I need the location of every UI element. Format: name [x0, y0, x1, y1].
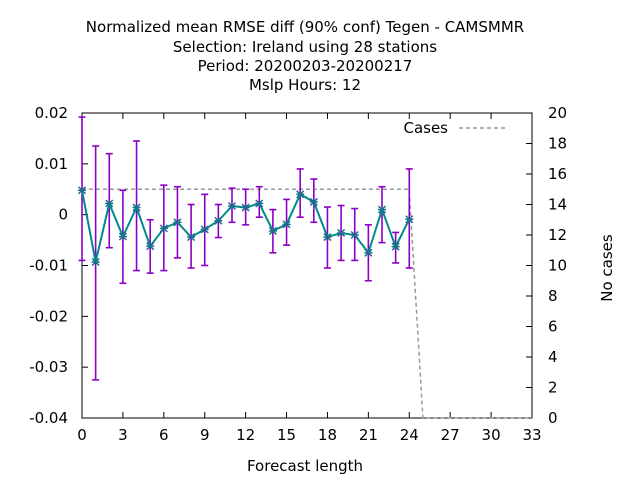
- y2-tick-label: 2: [548, 379, 558, 397]
- legend: Cases: [403, 119, 506, 137]
- data-point: [118, 232, 127, 241]
- data-point: [187, 233, 196, 242]
- chart-title: Normalized mean RMSE diff (90% conf) Teg…: [86, 18, 524, 94]
- data-point: [282, 220, 291, 229]
- data-point: [391, 242, 400, 251]
- data-point: [255, 199, 264, 208]
- data-point: [337, 228, 346, 237]
- y-tick-label: -0.01: [29, 257, 68, 275]
- title-line-3: Period: 20200203-20200217: [198, 57, 413, 75]
- x-tick-label: 3: [118, 426, 128, 444]
- y-tick-label: 0.01: [35, 155, 68, 173]
- title-line-4: Mslp Hours: 12: [249, 76, 361, 94]
- y-tick-label: 0: [58, 206, 68, 224]
- data-point: [173, 218, 182, 227]
- y-tick-label: -0.03: [29, 358, 68, 376]
- error-bar: [255, 185, 263, 219]
- data-point: [91, 257, 100, 266]
- data-point: [214, 216, 223, 225]
- x-tick-label: 6: [159, 426, 169, 444]
- x-tick-label: 30: [482, 426, 501, 444]
- y-tick-label: 0.02: [35, 104, 68, 122]
- data-point: [309, 197, 318, 206]
- data-point: [350, 230, 359, 240]
- data-point: [159, 224, 168, 233]
- title-line-2: Selection: Ireland using 28 stations: [173, 38, 437, 56]
- y2-tick-label: 6: [548, 318, 558, 336]
- axis-ticks: 0 3 6 9 12 15 18 21 24 27 30 330.020.010-0.01-0.02-…: [29, 104, 567, 444]
- data-point: [241, 203, 250, 212]
- data-point: [268, 226, 277, 235]
- y-tick-label: -0.04: [29, 409, 68, 427]
- y2-tick-label: 16: [548, 165, 567, 183]
- y2-tick-label: 4: [548, 348, 558, 366]
- error-bar: [78, 116, 86, 262]
- x-tick-label: 33: [522, 426, 541, 444]
- error-bar: [105, 152, 113, 249]
- data-point: [146, 242, 155, 251]
- data-point: [377, 205, 387, 214]
- y2-tick-label: 14: [548, 196, 567, 214]
- x-tick-label: 0: [77, 426, 87, 444]
- data-point: [227, 201, 237, 211]
- error-bar: [378, 185, 386, 244]
- data-point: [405, 215, 414, 224]
- y2-tick-label: 20: [548, 104, 567, 122]
- y2-tick-label: 0: [548, 409, 558, 427]
- x-tick-label: 21: [359, 426, 378, 444]
- x-tick-label: 12: [236, 426, 255, 444]
- x-tick-label: 18: [318, 426, 337, 444]
- data-point: [200, 225, 209, 234]
- error-bars: [78, 116, 413, 381]
- y2-tick-label: 10: [548, 257, 567, 275]
- data-point: [105, 199, 114, 208]
- error-bar: [296, 168, 304, 219]
- y2-tick-label: 12: [548, 226, 567, 244]
- data-point: [296, 190, 305, 199]
- y2-axis-label: No cases: [598, 234, 616, 302]
- data-point: [132, 203, 141, 212]
- x-axis-label: Forecast length: [247, 457, 363, 475]
- title-line-1: Normalized mean RMSE diff (90% conf) Teg…: [86, 18, 524, 36]
- y2-tick-label: 8: [548, 287, 558, 305]
- y-tick-label: -0.02: [29, 307, 68, 325]
- error-bar: [310, 178, 318, 224]
- data-point: [323, 233, 332, 242]
- x-tick-label: 27: [441, 426, 460, 444]
- legend-label-cases: Cases: [403, 119, 448, 137]
- data-point: [364, 248, 373, 257]
- x-tick-label: 15: [277, 426, 296, 444]
- data-point: [77, 186, 87, 195]
- y2-tick-label: 18: [548, 135, 567, 153]
- rmse-diff-series: [77, 186, 414, 266]
- x-tick-label: 9: [200, 426, 210, 444]
- x-tick-label: 24: [400, 426, 419, 444]
